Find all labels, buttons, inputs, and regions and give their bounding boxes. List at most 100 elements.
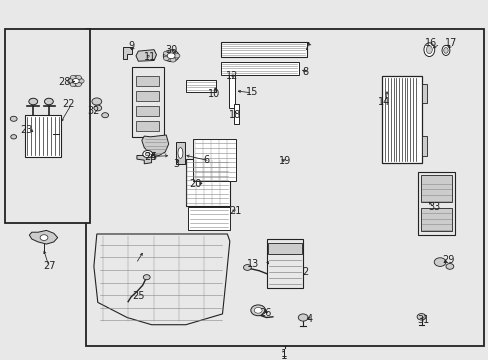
Bar <box>420 208 451 231</box>
Text: 1: 1 <box>281 348 287 359</box>
Text: 24: 24 <box>144 152 156 162</box>
Bar <box>382 76 421 163</box>
Bar <box>193 139 236 181</box>
Text: 17: 17 <box>444 38 456 48</box>
Circle shape <box>416 314 425 320</box>
Text: 31: 31 <box>416 315 428 325</box>
Ellipse shape <box>441 45 449 55</box>
Text: 25: 25 <box>132 291 144 301</box>
Polygon shape <box>142 135 168 156</box>
Circle shape <box>142 150 152 158</box>
Bar <box>421 136 427 156</box>
Text: 11: 11 <box>144 51 156 62</box>
Circle shape <box>44 98 53 105</box>
Ellipse shape <box>426 46 431 54</box>
Text: 8: 8 <box>302 67 308 77</box>
Bar <box>132 67 163 137</box>
Circle shape <box>174 54 180 58</box>
Bar <box>185 159 229 206</box>
Text: 32: 32 <box>87 106 99 116</box>
Bar <box>228 75 234 108</box>
Circle shape <box>163 50 179 62</box>
Bar <box>417 172 454 235</box>
Text: 10: 10 <box>208 89 220 99</box>
Text: 3: 3 <box>173 159 180 169</box>
Circle shape <box>29 98 38 105</box>
Text: 28: 28 <box>59 77 71 87</box>
Ellipse shape <box>178 148 183 158</box>
Circle shape <box>163 56 169 60</box>
Text: 4: 4 <box>305 314 312 324</box>
Text: 6: 6 <box>203 155 209 165</box>
Bar <box>233 104 238 124</box>
Circle shape <box>67 79 73 83</box>
Bar <box>136 121 159 131</box>
Bar <box>136 91 159 101</box>
Text: 33: 33 <box>427 202 439 212</box>
Ellipse shape <box>443 48 447 53</box>
Circle shape <box>143 275 150 280</box>
Text: 7: 7 <box>303 42 309 52</box>
Circle shape <box>92 98 102 105</box>
Text: 12: 12 <box>225 71 238 81</box>
Ellipse shape <box>423 43 434 57</box>
Bar <box>5 29 90 223</box>
Circle shape <box>254 307 262 313</box>
Circle shape <box>170 50 176 54</box>
Polygon shape <box>137 156 151 164</box>
Circle shape <box>433 258 445 266</box>
Polygon shape <box>123 47 132 59</box>
Circle shape <box>298 314 307 321</box>
Circle shape <box>163 51 169 55</box>
Text: 5: 5 <box>150 152 156 162</box>
Circle shape <box>70 75 76 80</box>
Circle shape <box>70 82 76 87</box>
Text: 19: 19 <box>278 156 290 166</box>
Text: 18: 18 <box>228 110 241 120</box>
Bar <box>136 76 159 86</box>
Polygon shape <box>136 50 156 61</box>
Text: 27: 27 <box>43 261 56 271</box>
Circle shape <box>72 78 79 84</box>
Circle shape <box>78 79 84 83</box>
Bar <box>85 29 483 346</box>
Text: 23: 23 <box>20 125 33 135</box>
Polygon shape <box>94 234 229 325</box>
Circle shape <box>243 265 251 270</box>
Bar <box>221 42 306 57</box>
Text: 16: 16 <box>425 38 437 48</box>
Text: 21: 21 <box>228 206 241 216</box>
Bar <box>221 62 299 75</box>
Bar <box>176 142 184 164</box>
Circle shape <box>102 113 108 118</box>
Circle shape <box>167 53 175 59</box>
Circle shape <box>445 264 453 269</box>
Text: 1: 1 <box>281 351 287 360</box>
Text: 22: 22 <box>62 99 75 109</box>
Text: 14: 14 <box>377 96 389 107</box>
Circle shape <box>250 305 265 316</box>
Circle shape <box>40 235 48 240</box>
Polygon shape <box>29 230 58 244</box>
Circle shape <box>76 75 81 80</box>
Circle shape <box>145 152 150 156</box>
Text: 26: 26 <box>259 308 271 318</box>
Circle shape <box>69 76 82 86</box>
Text: 2: 2 <box>302 267 308 277</box>
Text: 20: 20 <box>189 179 202 189</box>
Text: 29: 29 <box>442 255 454 265</box>
Text: 9: 9 <box>128 41 134 51</box>
Bar <box>420 175 451 202</box>
Text: 13: 13 <box>247 258 259 269</box>
Bar <box>136 106 159 116</box>
Circle shape <box>94 105 102 111</box>
Circle shape <box>11 135 17 139</box>
Bar <box>267 243 302 254</box>
Circle shape <box>10 116 17 121</box>
Bar <box>25 115 61 157</box>
Text: 15: 15 <box>245 87 257 97</box>
Bar <box>188 207 229 230</box>
Bar <box>421 84 427 103</box>
Circle shape <box>170 58 176 62</box>
Text: 30: 30 <box>165 45 177 55</box>
